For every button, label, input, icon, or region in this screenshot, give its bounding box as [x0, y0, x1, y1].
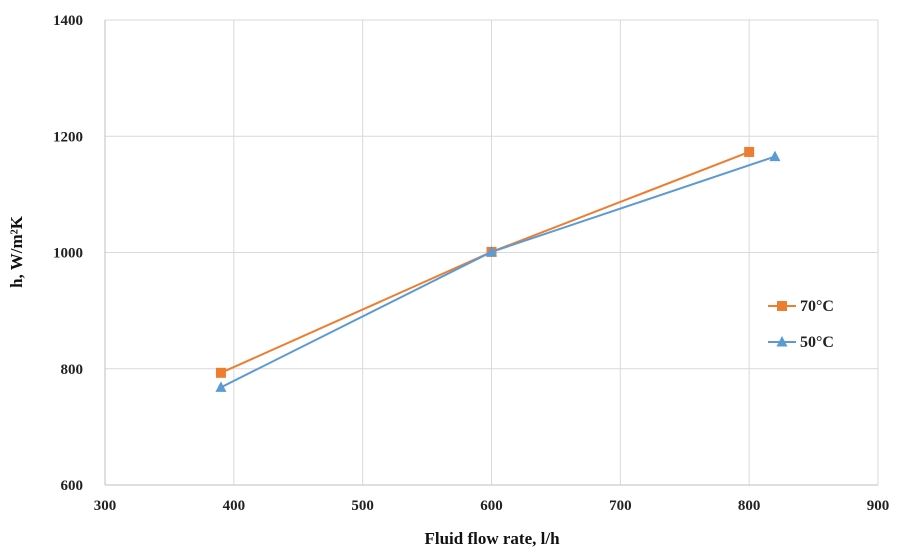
series-1 [215, 146, 755, 378]
legend: 70°C 50°C [768, 298, 834, 351]
legend-label: 50°C [800, 334, 834, 351]
legend-label: 70°C [800, 298, 834, 315]
series-line [220, 155, 776, 389]
y-tick-label: 1400 [53, 13, 83, 29]
y-axis-title: h, W/m²K [7, 215, 26, 288]
y-tick-label: 1200 [53, 129, 83, 145]
x-tick-label: 700 [609, 498, 632, 514]
x-tick-label: 900 [867, 498, 890, 514]
x-tick-label: 800 [738, 498, 761, 514]
y-tick-label: 800 [61, 362, 84, 378]
data-point [486, 245, 497, 257]
data-point [744, 146, 755, 157]
y-tick-label: 600 [61, 478, 84, 494]
grid-lines [105, 19, 879, 485]
data-point [215, 367, 226, 378]
series-line [220, 151, 750, 374]
x-tick-label: 500 [351, 498, 374, 514]
x-axis-title: Fluid flow rate, l/h [424, 529, 560, 548]
data-point [769, 150, 781, 162]
legend-item: 70°C [768, 298, 834, 315]
y-tick-label: 1000 [53, 246, 83, 262]
x-tick-label: 600 [480, 498, 503, 514]
x-tick-labels: 300 400 500 600 700 800 900 [94, 498, 890, 514]
series-2 [215, 150, 781, 392]
axes [104, 20, 878, 486]
legend-marker [777, 301, 787, 311]
x-tick-label: 400 [223, 498, 246, 514]
legend-item: 50°C [768, 334, 834, 351]
data-point [215, 381, 227, 392]
legend-marker [776, 336, 788, 347]
y-tick-labels: 600 800 1000 1200 1400 [53, 13, 83, 494]
x-tick-label: 300 [94, 498, 117, 514]
series-layer [215, 146, 781, 392]
